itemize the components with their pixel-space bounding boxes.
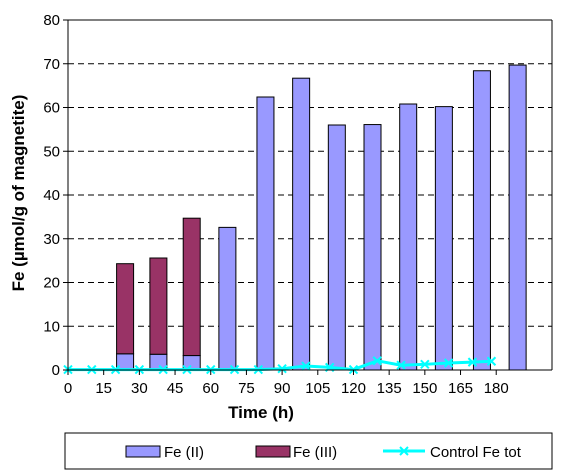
legend-swatch-fe-iii (255, 445, 291, 458)
bar-fe-ii (399, 103, 418, 371)
x-tick-label: 60 (202, 380, 219, 397)
control-marker (372, 356, 382, 366)
x-tick-label: 105 (305, 380, 330, 397)
x-axis-title: Time (h) (228, 403, 294, 422)
legend-swatch-fe-ii (125, 445, 161, 458)
x-tick-labels: 0 15 30 45 60 75 90 105 120 135 150 165 180 (64, 380, 509, 397)
bar-fe-ii (508, 64, 527, 371)
control-marker (277, 363, 287, 374)
bar-fe-ii (327, 124, 346, 371)
x-tick-label: 30 (131, 380, 148, 397)
control-marker (396, 360, 406, 370)
bar-fe-iii (182, 217, 201, 357)
bar-fe-ii (116, 353, 135, 371)
bar-fe-ii (363, 124, 382, 371)
x-tick-label: 45 (167, 380, 184, 397)
y-tick-label: 10 (43, 318, 60, 335)
x-tick-label: 150 (412, 380, 437, 397)
legend-label-control: Control Fe tot (430, 444, 522, 461)
bar-fe-ii (472, 70, 491, 371)
x-tick-label: 135 (377, 380, 402, 397)
y-tick-label: 60 (43, 100, 60, 117)
control-marker (443, 358, 454, 368)
bar-fe-ii (434, 106, 453, 371)
x-tick-label: 180 (484, 380, 509, 397)
bar-fe-ii (292, 77, 311, 371)
x-tick-label: 0 (64, 380, 72, 397)
x-tick-label: 90 (274, 380, 291, 397)
y-tick-label: 20 (43, 275, 60, 292)
x-tick-label: 120 (341, 380, 366, 397)
legend-label-fe-ii: Fe (II) (164, 444, 204, 461)
legend-label-fe-iii: Fe (III) (293, 444, 337, 461)
y-tick-label: 50 (43, 143, 60, 160)
bar-fe-iii (149, 257, 168, 355)
legend-swatch-control-marker (399, 446, 409, 456)
y-tick-label: 0 (52, 362, 60, 379)
bar-fe-ii (256, 96, 275, 371)
y-tick-labels: 0 10 20 30 40 50 60 70 80 (43, 12, 60, 379)
y-axis-title: Fe (µmol/g of magnetite) (9, 95, 28, 292)
x-tick-label: 165 (448, 380, 473, 397)
y-tick-label: 40 (43, 187, 60, 204)
bar-fe-ii (218, 226, 237, 371)
y-tick-label: 70 (43, 56, 60, 73)
axes (63, 19, 553, 375)
control-marker (486, 356, 497, 366)
control-marker (420, 359, 430, 370)
control-marker (301, 361, 311, 371)
y-tick-label: 80 (43, 12, 60, 29)
y-tick-label: 30 (43, 231, 60, 248)
bar-series (116, 64, 527, 371)
x-tick-label: 75 (238, 380, 255, 397)
bar-fe-iii (116, 263, 135, 355)
control-marker (467, 357, 478, 367)
legend: Fe (II) Fe (III) Control Fe tot (64, 432, 553, 470)
x-tick-label: 15 (95, 380, 112, 397)
